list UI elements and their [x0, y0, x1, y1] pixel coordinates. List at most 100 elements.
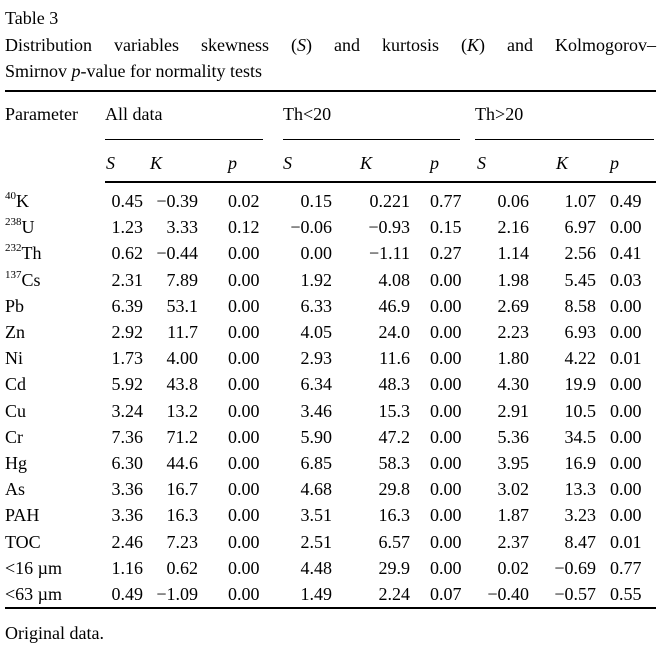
value-cell: 46.9	[378, 295, 411, 316]
value-cell: 8.47	[564, 531, 597, 552]
value-cell: 0.00	[228, 453, 260, 474]
param-cell: 40K	[5, 189, 29, 211]
sub-header-row: S K p S K p S K p	[5, 140, 657, 183]
value-cell: 7.23	[166, 531, 199, 552]
value-cell: 0.00	[430, 505, 462, 526]
value-cell: 0.00	[430, 269, 462, 290]
value-cell: 0.41	[610, 243, 642, 264]
table-row: 238U 1.23 3.33 0.12 −0.06 −0.93 0.15 2.16 6.97 0.…	[5, 214, 656, 240]
value-cell: 47.2	[378, 426, 411, 447]
value-cell: 2.69	[497, 295, 530, 316]
group-header-th-lt-20: Th<20	[264, 91, 467, 140]
param-cell: Hg	[5, 453, 27, 474]
value-cell: 1.92	[300, 269, 333, 290]
value-cell: −1.09	[156, 584, 198, 605]
value-cell: 2.51	[300, 531, 333, 552]
table-caption: Distribution variables skewness (S) and …	[5, 32, 656, 84]
value-cell: 16.7	[166, 479, 199, 500]
value-cell: 1.73	[111, 348, 144, 369]
value-cell: 5.45	[564, 269, 597, 290]
value-cell: 0.15	[300, 191, 333, 211]
value-cell: 44.6	[166, 453, 199, 474]
value-cell: −0.93	[368, 217, 411, 238]
caption-text: ) and Kolmogorov–	[479, 35, 657, 55]
value-cell: 0.00	[228, 531, 260, 552]
value-cell: −0.39	[156, 191, 198, 211]
param-cell: Cr	[5, 426, 23, 447]
table-row: Zn 2.92 11.7 0.00 4.05 24.0 0.00 2.23 6.93 0.00	[5, 319, 656, 345]
table-row: Ni 1.73 4.00 0.00 2.93 11.6 0.00 1.80 4.22 0.01	[5, 345, 656, 371]
value-cell: 0.00	[610, 295, 642, 316]
value-cell: 16.3	[166, 505, 199, 526]
isotope-superscript: 232	[5, 242, 22, 255]
value-cell: 1.87	[497, 505, 530, 526]
value-cell: 0.03	[610, 269, 642, 290]
table-row: TOC 2.46 7.23 0.00 2.51 6.57 0.00 2.37 8.47 0.01	[5, 529, 656, 555]
value-cell: 0.00	[430, 400, 462, 421]
column-header-p-all-data: p	[198, 140, 265, 183]
value-cell: 2.92	[111, 322, 144, 343]
param-cell: 137Cs	[5, 268, 41, 290]
caption-text: Distribution variables skewness (	[5, 35, 297, 55]
value-cell: 11.6	[379, 348, 411, 369]
value-cell: 0.62	[166, 557, 199, 578]
isotope-superscript: 137	[5, 268, 22, 281]
value-cell: 4.30	[497, 374, 530, 395]
value-cell: −0.57	[554, 584, 597, 605]
footnote: Original data.	[5, 623, 104, 644]
value-cell: 0.00	[228, 479, 260, 500]
table-row: <63 µm 0.49 −1.09 0.00 1.49 2.24 0.07 −0.40 −0.5…	[5, 581, 656, 608]
value-cell: 0.00	[430, 479, 462, 500]
caption-line-2: Smirnov p-value for normality tests	[5, 58, 656, 84]
value-cell: 0.00	[430, 374, 462, 395]
value-cell: 0.45	[111, 191, 144, 211]
value-cell: 0.00	[610, 453, 642, 474]
value-cell: 7.89	[166, 269, 199, 290]
param-cell: Pb	[5, 295, 25, 316]
table-row: 137Cs 2.31 7.89 0.00 1.92 4.08 0.00 1.98 5.45 0.0…	[5, 267, 656, 293]
param-cell: PAH	[5, 505, 40, 526]
caption-text: -value for normality tests	[80, 61, 262, 81]
table-row: PAH 3.36 16.3 0.00 3.51 16.3 0.00 1.87 3.23 0.00	[5, 502, 656, 528]
table-label: Table 3	[5, 8, 59, 28]
column-header-parameter: Parameter	[5, 104, 78, 124]
group-header-th-gt-20: Th>20	[467, 91, 656, 140]
value-cell: 4.00	[166, 348, 199, 369]
value-cell: 11.7	[167, 322, 198, 343]
value-cell: 0.77	[430, 191, 462, 211]
value-cell: 4.08	[378, 269, 411, 290]
value-cell: 4.48	[300, 557, 333, 578]
value-cell: 0.221	[369, 191, 411, 211]
value-cell: 3.24	[111, 400, 144, 421]
value-cell: 6.57	[378, 531, 411, 552]
value-cell: 3.33	[166, 217, 199, 238]
value-cell: 4.05	[300, 322, 333, 343]
column-header-k-th-lt-20: K	[332, 140, 411, 183]
column-header-s-th-lt-20: S	[264, 140, 333, 183]
value-cell: 0.00	[610, 322, 642, 343]
value-cell: 13.2	[166, 400, 199, 421]
value-cell: 0.00	[430, 557, 462, 578]
value-cell: 2.23	[497, 322, 530, 343]
value-cell: 2.46	[111, 531, 144, 552]
value-cell: 0.00	[228, 584, 260, 605]
value-cell: 48.3	[378, 374, 411, 395]
value-cell: 2.24	[378, 584, 411, 605]
table-body: 40K 0.45 −0.39 0.02 0.15 0.221 0.77 0.06 1.07 0.4…	[5, 182, 656, 608]
caption-text: Smirnov	[5, 61, 72, 81]
group-header-all-data: All data	[105, 91, 264, 140]
caption-symbol-p: p	[71, 61, 81, 81]
value-cell: 3.23	[564, 505, 597, 526]
value-cell: 8.58	[564, 295, 597, 316]
param-cell: <16 µm	[5, 557, 63, 578]
value-cell: 2.16	[497, 217, 530, 238]
table-row: As 3.36 16.7 0.00 4.68 29.8 0.00 3.02 13.3 0.00	[5, 476, 656, 502]
value-cell: 0.12	[228, 217, 260, 238]
param-cell: Cd	[5, 374, 27, 395]
value-cell: 19.9	[564, 374, 597, 395]
value-cell: 6.85	[300, 453, 333, 474]
value-cell: 0.00	[228, 295, 260, 316]
value-cell: 6.97	[564, 217, 597, 238]
value-cell: 34.5	[564, 426, 597, 447]
param-cell: 238U	[5, 216, 35, 238]
